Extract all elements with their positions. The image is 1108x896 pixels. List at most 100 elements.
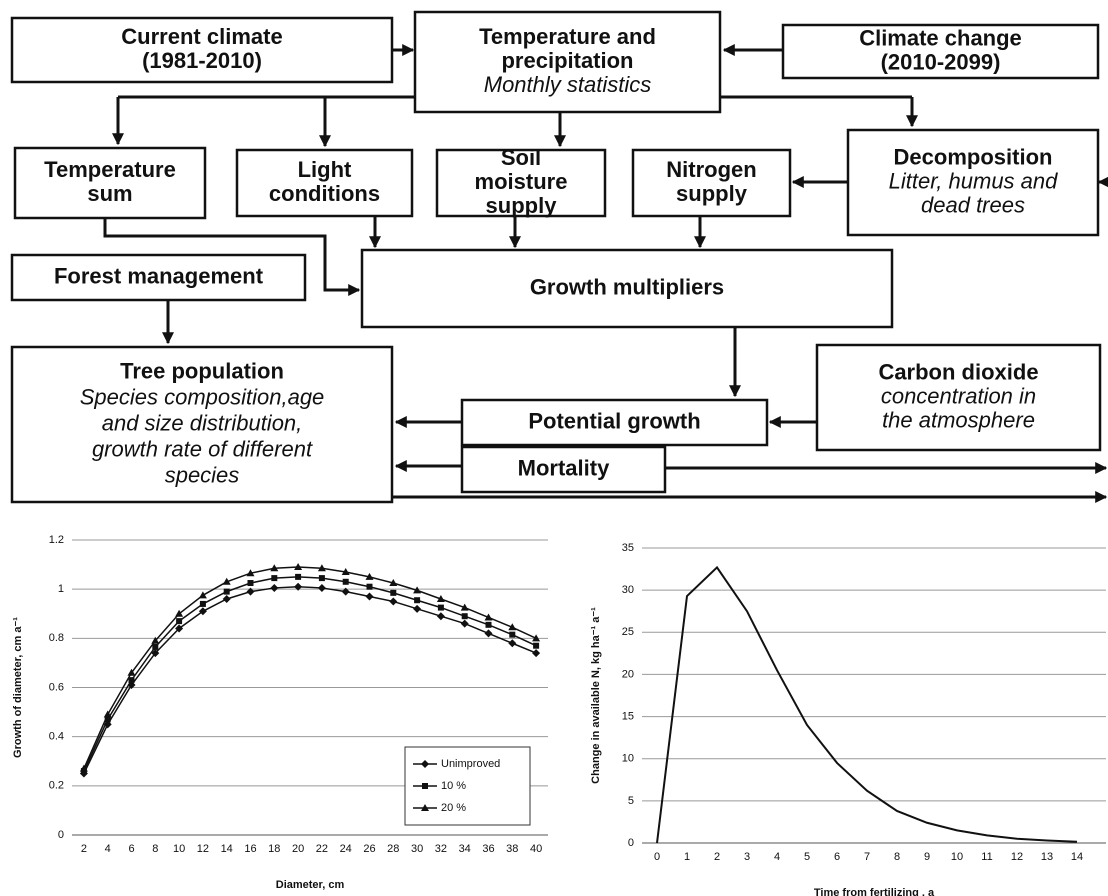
y-tick-label: 1.2	[49, 534, 64, 546]
x-tick-label: 1	[684, 851, 690, 863]
point	[198, 591, 207, 599]
point	[422, 783, 428, 789]
node-title: Forest management	[54, 263, 264, 288]
node-title: Climate change	[859, 25, 1022, 50]
node-box	[10, 253, 307, 302]
y-tick-label: 30	[622, 584, 634, 596]
point	[484, 613, 493, 621]
node-title: Temperature	[44, 157, 176, 182]
x-tick-label: 14	[221, 843, 233, 855]
x-tick-label: 9	[924, 851, 930, 863]
x-axis-label: Time from fertilizing , a	[814, 887, 935, 896]
node-text: concentration in	[881, 383, 1036, 408]
node-box	[360, 248, 894, 329]
y-tick-label: 0.4	[49, 731, 64, 743]
point	[421, 760, 429, 768]
node-box	[10, 345, 394, 504]
point	[128, 677, 135, 684]
y-axis-label: Growth of diameter, cm a⁻¹	[12, 617, 24, 758]
node-text: growth rate of different	[92, 436, 313, 461]
point	[198, 607, 207, 616]
x-axis-label: Diameter, cm	[276, 879, 345, 891]
node-title: Mortality	[518, 455, 610, 480]
point	[509, 631, 516, 638]
point	[533, 642, 540, 649]
node-title: Growth multipliers	[530, 274, 724, 299]
point	[508, 623, 517, 631]
point	[151, 649, 160, 658]
point	[199, 600, 206, 607]
x-tick-label: 14	[1071, 851, 1083, 863]
point	[222, 595, 231, 603]
node-title: conditions	[269, 181, 380, 206]
x-tick-label: 4	[105, 843, 111, 855]
point	[127, 668, 136, 676]
point	[104, 716, 111, 723]
x-tick-label: 3	[744, 851, 750, 863]
x-tick-label: 10	[173, 843, 185, 855]
x-tick-label: 20	[292, 843, 304, 855]
x-tick-label: 38	[506, 843, 518, 855]
node: Climate change(2010-2099)	[781, 23, 1100, 80]
nodes: Current climate(1981-2010) Temperature an…	[10, 10, 1102, 504]
node-title: (2010-2099)	[881, 49, 1001, 74]
point	[413, 586, 422, 594]
node-title: Tree population	[120, 358, 284, 383]
node-box	[413, 10, 722, 114]
point	[341, 587, 350, 596]
legend-label: 20 %	[441, 802, 466, 814]
node-text: Litter, humus and	[889, 168, 1059, 193]
node-title: moisture	[475, 169, 568, 194]
x-tick-label: 8	[152, 843, 158, 855]
x-tick-label: 0	[654, 851, 660, 863]
point	[270, 564, 279, 572]
node-title: Light	[298, 157, 352, 182]
point	[175, 609, 184, 617]
y-tick-label: 25	[622, 626, 634, 638]
node-text: the atmosphere	[882, 407, 1035, 432]
series-line	[656, 565, 1078, 844]
node-title: Decomposition	[894, 144, 1053, 169]
node-text: Monthly statistics	[484, 72, 652, 97]
y-tick-label: 0	[628, 837, 634, 849]
y-tick-label: 0.6	[49, 681, 64, 693]
chart: 00.20.40.60.811.22 4 6 8 10 12 14 16 18 20 22 24 26 2…	[12, 534, 548, 891]
y-tick-label: 5	[628, 795, 634, 807]
point	[295, 573, 302, 580]
point	[365, 572, 374, 580]
charts: 00.20.40.60.811.22 4 6 8 10 12 14 16 18 20 22 24 26 2…	[12, 534, 1106, 896]
node-box	[846, 128, 1100, 237]
legend: Unimproved 10 % 20 %	[404, 746, 531, 826]
node-box	[781, 23, 1100, 80]
point	[317, 583, 326, 592]
point	[317, 564, 326, 572]
point	[222, 577, 231, 585]
x-tick-label: 12	[1011, 851, 1023, 863]
x-tick-label: 26	[363, 843, 375, 855]
node-box	[631, 148, 792, 218]
point	[341, 567, 350, 575]
point	[460, 619, 469, 628]
point	[270, 583, 279, 592]
point	[436, 595, 445, 602]
point	[421, 804, 429, 811]
point	[247, 580, 254, 587]
point	[366, 583, 373, 590]
point	[246, 569, 255, 577]
x-tick-label: 2	[714, 851, 720, 863]
node-text: species	[165, 462, 240, 487]
x-tick-label: 12	[197, 843, 209, 855]
point	[151, 636, 160, 644]
arrow	[103, 218, 361, 296]
x-tick-label: 13	[1041, 851, 1053, 863]
point	[103, 710, 112, 718]
node-title: precipitation	[501, 48, 633, 73]
point	[437, 604, 444, 611]
x-tick-label: 8	[894, 851, 900, 863]
point	[484, 629, 493, 638]
